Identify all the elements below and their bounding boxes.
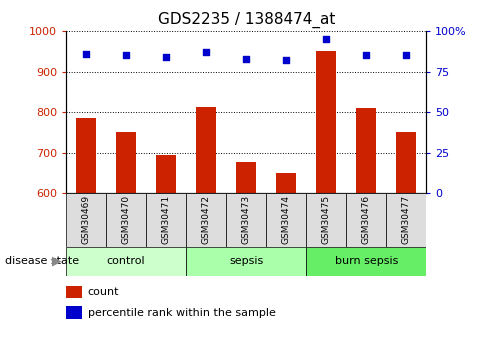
Text: ▶: ▶	[51, 255, 61, 268]
Bar	[346, 193, 386, 247]
Bar	[66, 286, 82, 298]
Bar	[316, 51, 336, 193]
Point	[402, 52, 410, 58]
Bar	[146, 193, 186, 247]
Point	[82, 51, 90, 57]
Text: GSM30475: GSM30475	[322, 195, 331, 245]
Point	[363, 52, 370, 58]
Text: GSM30473: GSM30473	[242, 195, 251, 245]
Bar	[266, 193, 306, 247]
Text: GSM30476: GSM30476	[362, 195, 371, 245]
Text: sepsis: sepsis	[229, 256, 263, 266]
Bar	[116, 131, 136, 193]
Point	[202, 49, 210, 55]
Text: GSM30474: GSM30474	[282, 195, 291, 245]
Bar	[386, 193, 426, 247]
Bar	[276, 173, 296, 193]
Bar	[306, 247, 426, 276]
Bar	[306, 193, 346, 247]
Bar	[106, 193, 146, 247]
Text: GSM30471: GSM30471	[162, 195, 171, 245]
Text: GSM30470: GSM30470	[122, 195, 131, 245]
Text: GSM30469: GSM30469	[82, 195, 91, 245]
Text: count: count	[88, 287, 119, 297]
Text: GSM30477: GSM30477	[402, 195, 411, 245]
Bar	[396, 131, 416, 193]
Bar	[236, 161, 256, 193]
Text: control: control	[107, 256, 146, 266]
Bar	[66, 306, 82, 319]
Bar	[156, 155, 176, 193]
Point	[122, 52, 130, 58]
Bar	[66, 247, 186, 276]
Point	[282, 58, 290, 63]
Title: GDS2235 / 1388474_at: GDS2235 / 1388474_at	[158, 12, 335, 28]
Bar	[196, 107, 216, 193]
Point	[162, 54, 170, 60]
Text: GSM30472: GSM30472	[202, 195, 211, 245]
Bar	[356, 108, 376, 193]
Point	[322, 37, 330, 42]
Text: burn sepsis: burn sepsis	[335, 256, 398, 266]
Bar	[226, 193, 266, 247]
Text: disease state: disease state	[5, 256, 79, 266]
Point	[242, 56, 250, 61]
Bar	[186, 247, 306, 276]
Bar	[66, 193, 106, 247]
Bar	[76, 118, 96, 193]
Bar	[186, 193, 226, 247]
Text: percentile rank within the sample: percentile rank within the sample	[88, 308, 276, 317]
